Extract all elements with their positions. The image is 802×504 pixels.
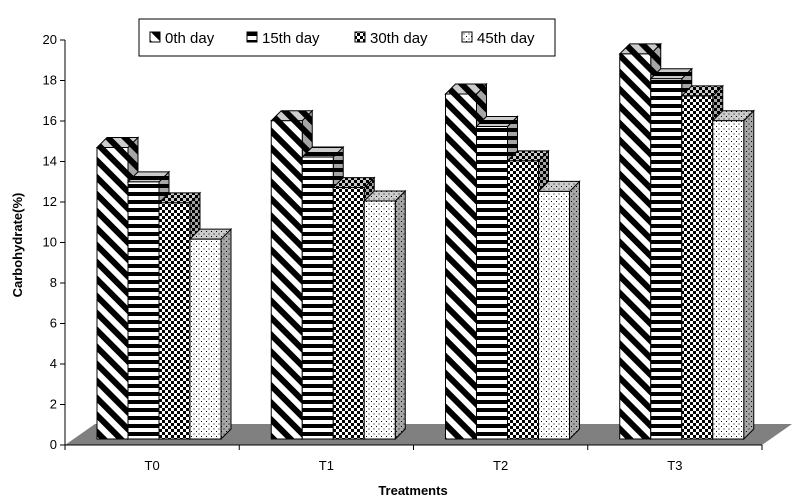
bar: [188, 227, 233, 441]
y-tick-label: 20: [43, 32, 57, 47]
legend-item: 15th day: [246, 30, 320, 47]
bar-top-shade: [271, 110, 313, 121]
bar-top-shade: [302, 147, 344, 158]
bar: [537, 180, 581, 441]
bar-top-shade: [190, 229, 231, 240]
y-tick-label: 10: [43, 235, 57, 250]
bar-front: [650, 78, 683, 440]
bar-side-shade: [221, 229, 231, 439]
bar-front: [301, 156, 334, 440]
bar-top-shade: [619, 43, 661, 54]
legend-label: 30th day: [370, 30, 428, 47]
legend-item: 0th day: [149, 30, 215, 47]
bar-top-shade: [681, 85, 723, 96]
y-axis-title: Carbohydrate(%): [10, 193, 25, 298]
bar-front: [681, 95, 714, 440]
bar-front: [189, 238, 222, 440]
bar: [363, 189, 407, 441]
x-tick-label: T0: [145, 458, 160, 473]
x-axis-ticks: T0 T1 T2 T3: [64, 445, 763, 473]
bar-top-shade: [650, 68, 692, 79]
y-tick-label: 18: [43, 73, 57, 88]
bar-top-shade: [712, 110, 754, 121]
bar-top-shade: [128, 171, 169, 182]
legend-label: 45th day: [477, 30, 535, 47]
bar-top-shade: [364, 190, 406, 201]
bar-side-shade: [395, 190, 406, 439]
bar-front: [270, 120, 303, 440]
bar-side-shade: [743, 110, 754, 439]
bar-front: [712, 120, 745, 440]
bar-front: [619, 53, 652, 440]
legend-swatch: [246, 31, 258, 43]
bar-front: [476, 125, 508, 440]
bar-top-shade: [507, 150, 549, 161]
bar-front: [445, 93, 477, 440]
legend-swatch: [461, 31, 473, 43]
x-tick-label: T1: [319, 458, 334, 473]
bar-top-shade: [97, 137, 138, 148]
y-axis-ticks: 0 2 4 6 8 10 12 14 16 18 20: [43, 32, 65, 452]
chart-floor: [65, 424, 792, 445]
legend-swatch: [149, 31, 161, 43]
y-tick-label: 2: [50, 397, 57, 412]
legend-item: 30th day: [354, 30, 428, 47]
y-tick-label: 8: [50, 275, 57, 290]
bar-series: [95, 42, 755, 441]
bar-top-shade: [159, 192, 200, 203]
legend-label: 15th day: [262, 30, 320, 47]
y-tick-label: 4: [50, 356, 57, 371]
bar-front: [538, 190, 570, 440]
y-tick-label: 12: [43, 194, 57, 209]
y-tick-label: 0: [50, 437, 57, 452]
bar-front: [127, 181, 160, 440]
legend: 0th day 15th day 30th day 45th day: [138, 18, 556, 57]
bar-top-shade: [445, 84, 487, 95]
bar-front: [158, 202, 191, 440]
bar-top-shade: [538, 181, 580, 192]
legend-label: 0th day: [165, 30, 215, 47]
y-tick-label: 6: [50, 316, 57, 331]
legend-box: [138, 18, 556, 57]
y-tick-label: 14: [43, 154, 57, 169]
x-axis-title: Treatments: [378, 483, 447, 498]
bar-front: [507, 160, 539, 440]
bar-front: [363, 200, 396, 440]
bar: [711, 109, 755, 441]
bar-top-shade: [476, 116, 518, 127]
bar-top-shade: [333, 177, 375, 188]
bar-front: [96, 147, 129, 440]
legend-swatch: [354, 31, 366, 43]
bar-side-shade: [569, 181, 580, 439]
x-tick-label: T2: [493, 458, 508, 473]
legend-item: 45th day: [461, 30, 535, 47]
bar-front: [332, 187, 365, 440]
x-tick-label: T3: [667, 458, 682, 473]
y-tick-label: 16: [43, 113, 57, 128]
